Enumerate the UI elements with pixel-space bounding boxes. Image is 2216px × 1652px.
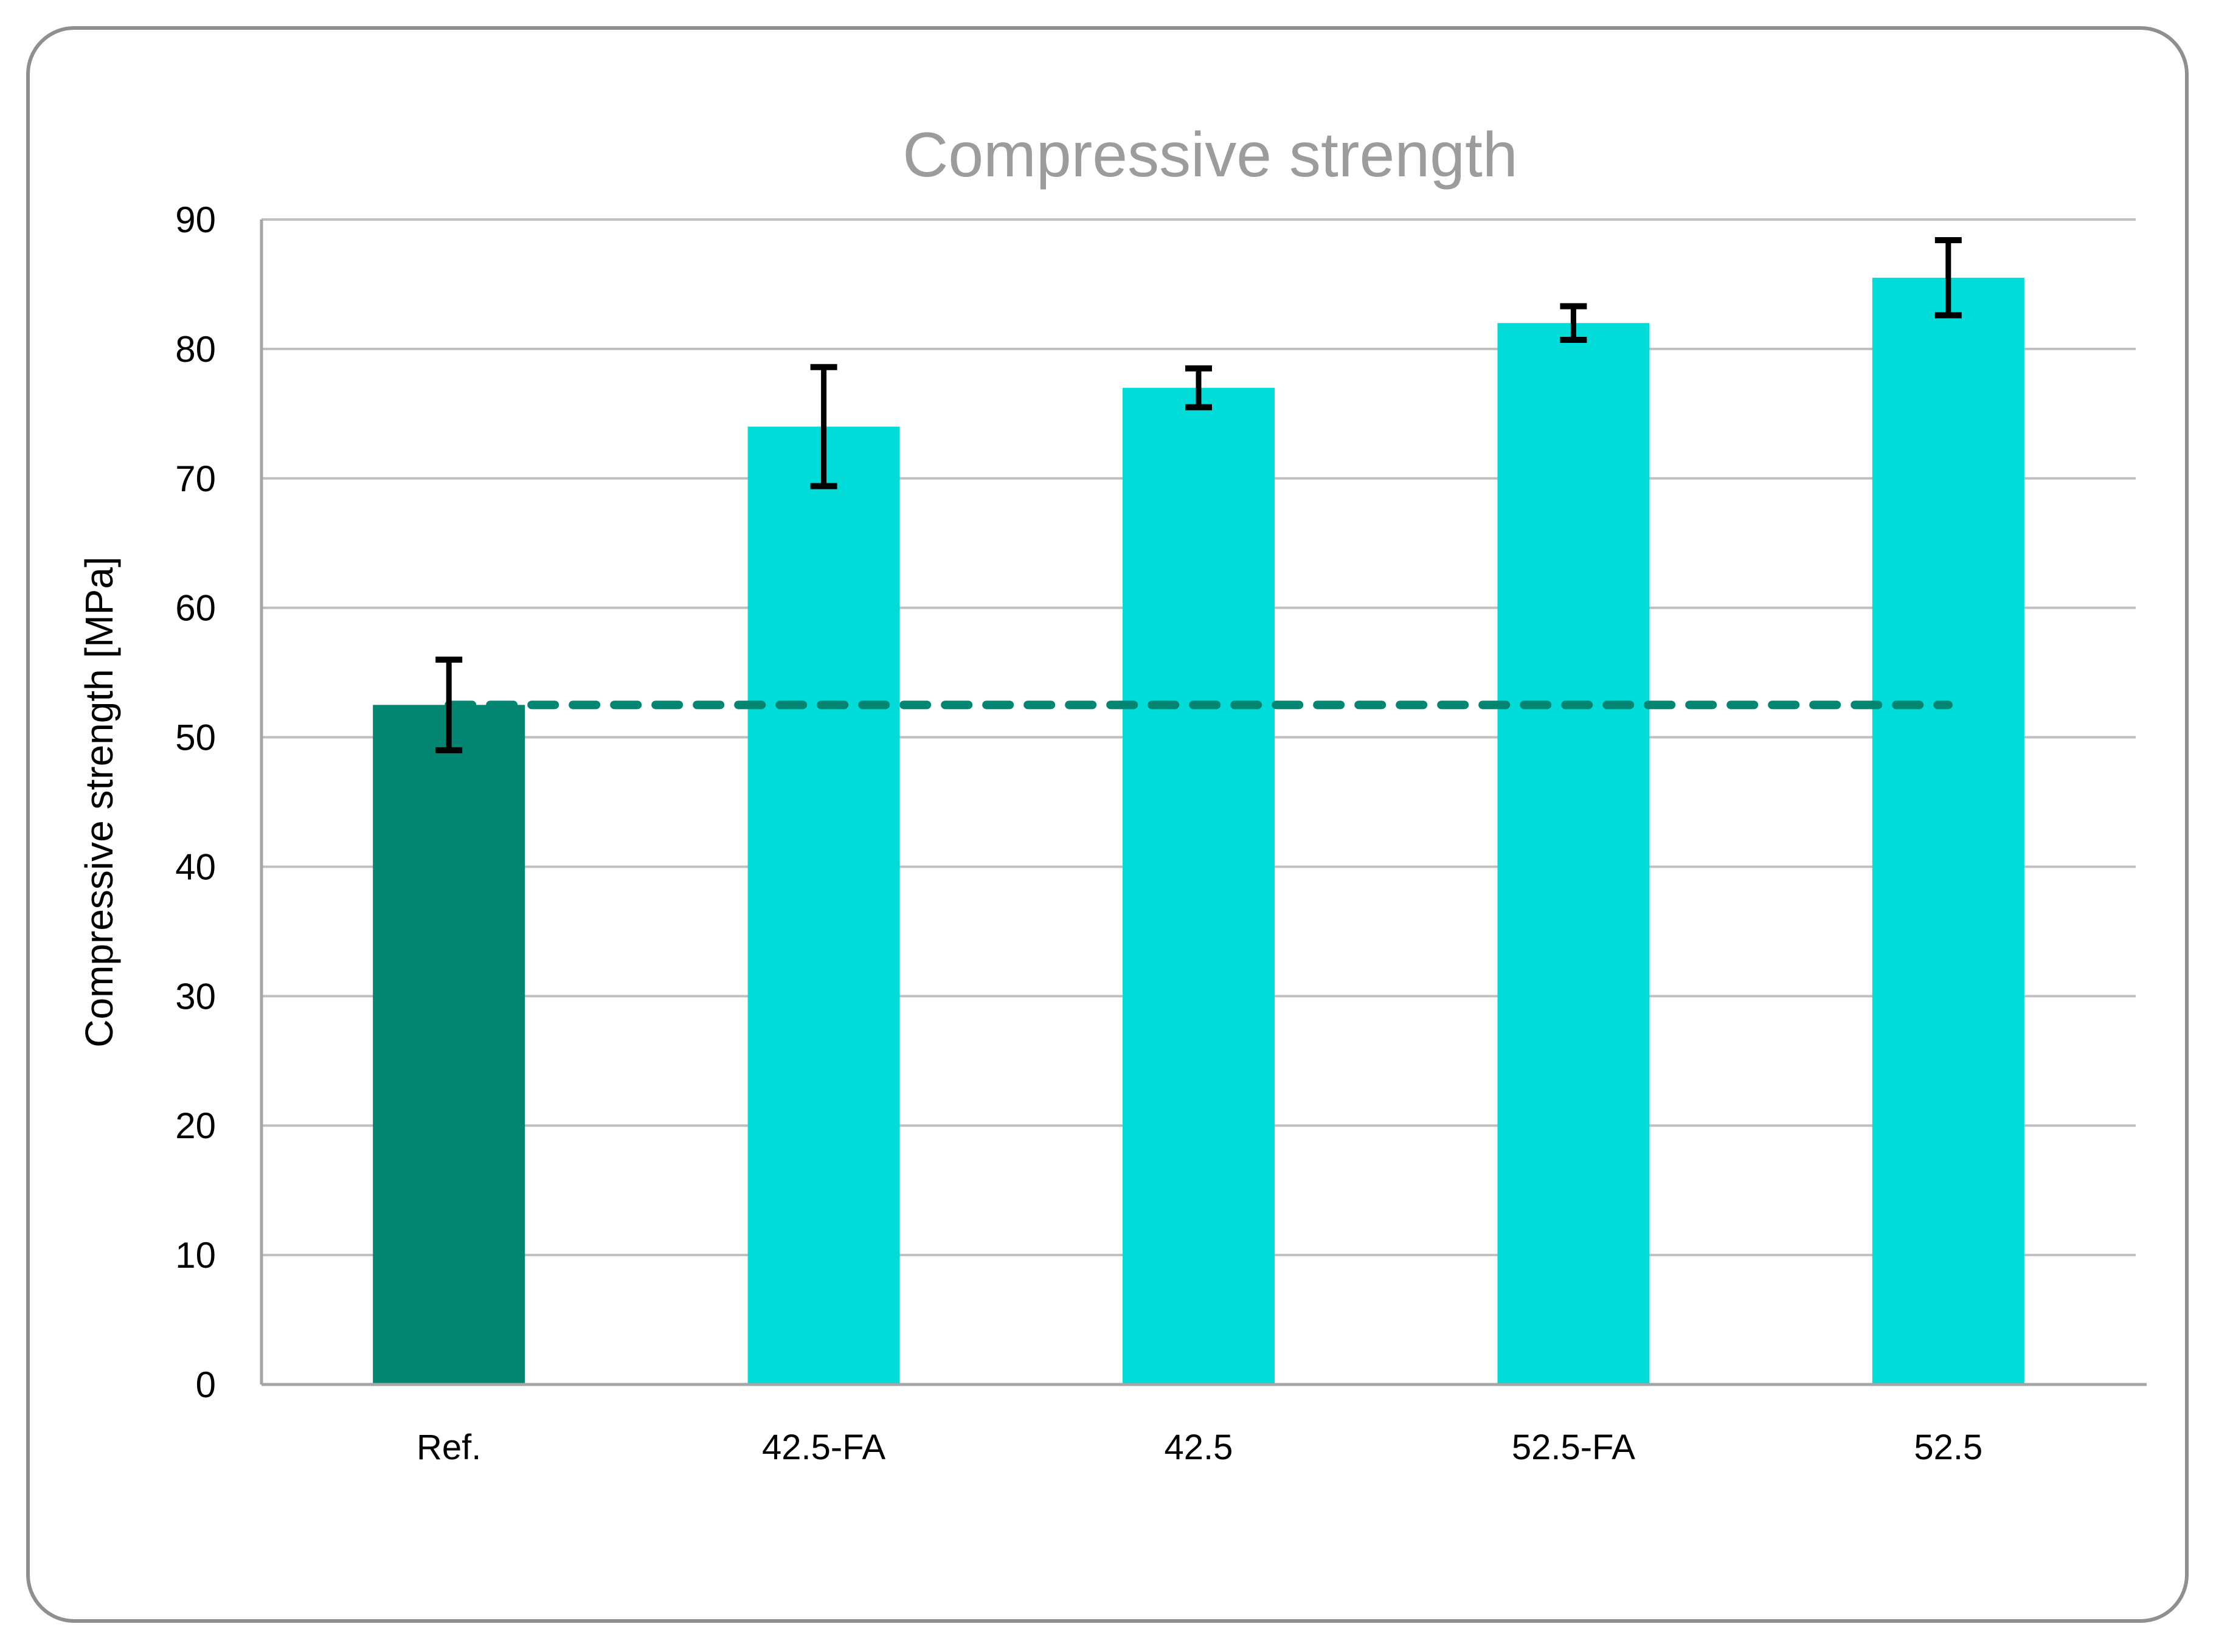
y-tick-label-0: 0 (196, 1364, 216, 1405)
x-label-Ref.: Ref. (417, 1428, 481, 1467)
x-label-42.5: 42.5 (1165, 1428, 1233, 1467)
y-tick-label-10: 10 (175, 1235, 216, 1276)
y-tick-label-60: 60 (175, 588, 216, 629)
error-bar-Ref. (435, 656, 463, 753)
y-axis-title: Compressive strength [MPa] (77, 556, 121, 1047)
bar-52.5 (1872, 277, 2024, 1384)
error-bar-52.5 (1934, 237, 1962, 319)
x-category-labels: Ref. 42.5-FA 42.5 52.5-FA 52.5 (417, 1428, 1982, 1467)
x-label-52.5: 52.5 (1914, 1428, 1982, 1467)
error-bars (435, 237, 1962, 753)
error-bar-52.5-FA (1560, 303, 1587, 343)
y-tick-label-80: 80 (175, 329, 216, 370)
y-tick-label-70: 70 (175, 458, 216, 499)
x-label-42.5-FA: 42.5-FA (762, 1428, 885, 1467)
bar-series (373, 277, 2024, 1385)
chart-title: Compressive strength (902, 120, 1518, 190)
error-bar-42.5 (1185, 365, 1212, 410)
axis-lines (260, 219, 2147, 1386)
bar-42.5-FA (747, 426, 900, 1384)
chart-frame-border (26, 26, 2189, 1623)
error-bar-42.5-FA (810, 364, 837, 489)
bar-52.5-FA (1497, 323, 1650, 1385)
y-tick-label-50: 50 (175, 717, 216, 758)
bar-Ref. (373, 705, 525, 1384)
y-tick-label-90: 90 (175, 199, 216, 240)
bar-42.5 (1123, 387, 1275, 1384)
y-tick-labels: 0 10 20 30 40 50 60 70 80 90 (175, 199, 216, 1405)
y-tick-label-20: 20 (175, 1105, 216, 1146)
y-tick-label-30: 30 (175, 976, 216, 1017)
x-label-52.5-FA: 52.5-FA (1512, 1428, 1635, 1467)
y-tick-label-40: 40 (175, 846, 216, 887)
